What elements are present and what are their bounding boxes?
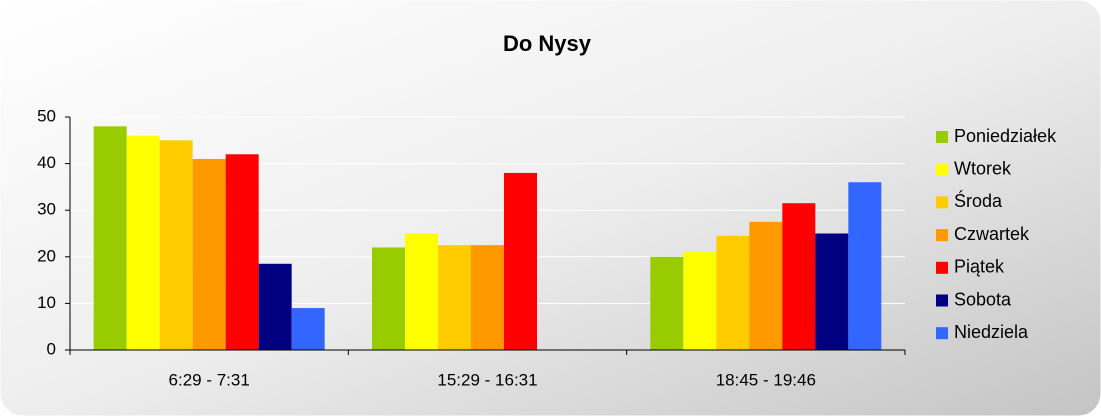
legend-label: Wtorek [954, 158, 1012, 178]
bar [126, 135, 160, 350]
bar [372, 247, 405, 350]
bar [405, 233, 438, 350]
x-tick-label: 18:45 - 19:46 [716, 370, 816, 389]
y-tick-label: 40 [37, 153, 56, 172]
bar [291, 308, 325, 350]
legend-label: Środa [954, 190, 1003, 211]
bar [438, 245, 471, 350]
bar [192, 158, 226, 350]
bar [225, 154, 259, 350]
bar [504, 172, 537, 350]
bar [159, 140, 193, 350]
legend-swatch [936, 196, 948, 209]
y-tick-label: 50 [37, 106, 56, 125]
legend-swatch [936, 261, 948, 274]
y-tick-label: 0 [47, 339, 56, 358]
chart-title: Do Nysy [503, 31, 592, 56]
legend-label: Sobota [954, 289, 1012, 309]
y-tick-label: 30 [37, 200, 56, 219]
x-tick-label: 6:29 - 7:31 [169, 370, 250, 389]
bar [815, 233, 849, 350]
legend-label: Poniedziałek [954, 126, 1057, 146]
bar [650, 256, 684, 350]
legend-swatch [936, 131, 948, 143]
bar [782, 203, 816, 350]
bar [716, 235, 750, 350]
legend-label: Piątek [954, 257, 1005, 277]
legend-label: Czwartek [954, 224, 1030, 244]
bar [749, 221, 783, 350]
y-tick-label: 20 [37, 246, 56, 265]
bar [93, 126, 127, 350]
y-tick-label: 10 [37, 293, 56, 312]
legend-swatch [936, 163, 948, 176]
bar [258, 263, 292, 350]
bar [683, 252, 717, 350]
legend-swatch [936, 327, 948, 340]
bar [848, 182, 882, 350]
legend-swatch [936, 294, 948, 307]
legend-label: Niedziela [954, 322, 1029, 342]
bar [471, 245, 504, 350]
x-tick-label: 15:29 - 16:31 [437, 370, 537, 389]
legend-swatch [936, 229, 948, 242]
